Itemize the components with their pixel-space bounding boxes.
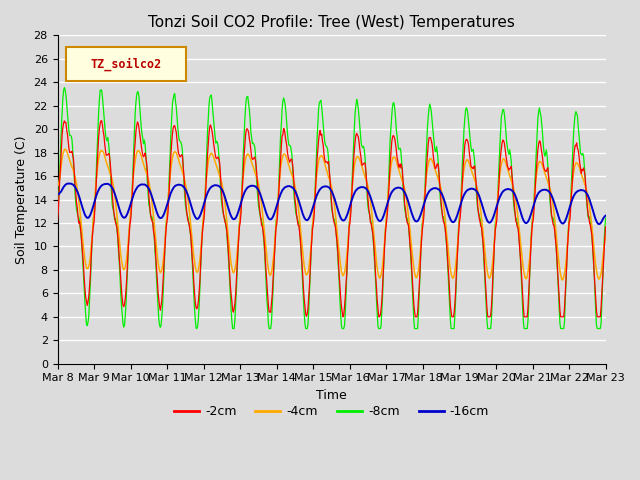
FancyBboxPatch shape — [66, 47, 186, 81]
Title: Tonzi Soil CO2 Profile: Tree (West) Temperatures: Tonzi Soil CO2 Profile: Tree (West) Temp… — [148, 15, 515, 30]
Legend: -2cm, -4cm, -8cm, -16cm: -2cm, -4cm, -8cm, -16cm — [169, 400, 494, 423]
Y-axis label: Soil Temperature (C): Soil Temperature (C) — [15, 135, 28, 264]
Text: TZ_soilco2: TZ_soilco2 — [90, 57, 162, 71]
X-axis label: Time: Time — [316, 389, 347, 402]
